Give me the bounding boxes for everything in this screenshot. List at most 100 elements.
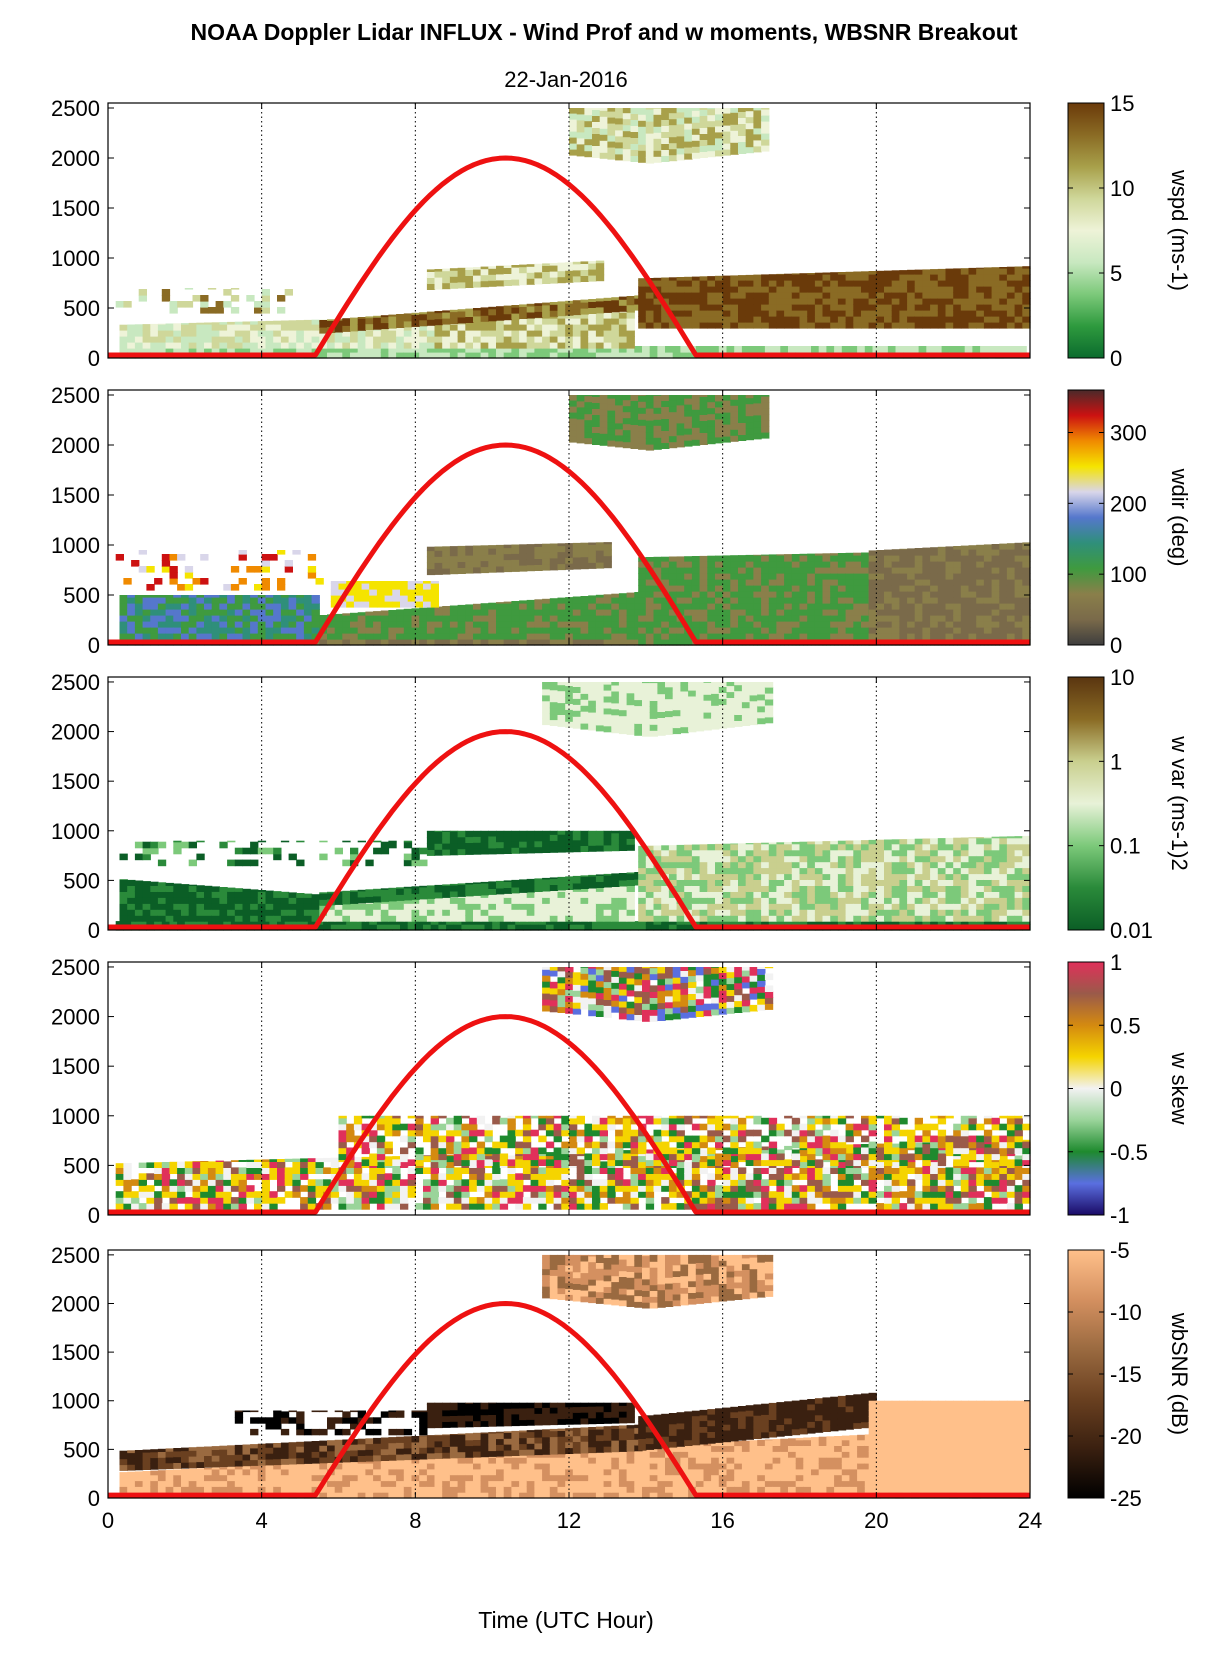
heatmap-cell — [296, 615, 304, 622]
heatmap-cell — [604, 897, 612, 904]
heatmap-cell — [730, 844, 738, 845]
heatmap-cell — [807, 274, 815, 281]
heatmap-cell — [961, 850, 969, 857]
heatmap-cell — [550, 544, 558, 547]
heatmap-cell — [166, 609, 174, 616]
heatmap-cell — [738, 123, 746, 130]
heatmap-cell — [342, 909, 350, 916]
heatmap-cell — [638, 885, 646, 892]
heatmap-cell — [1022, 280, 1030, 287]
heatmap-cell — [915, 909, 923, 916]
heatmap-cell — [266, 603, 274, 610]
heatmap-cell — [861, 879, 869, 886]
heatmap-cell — [846, 573, 854, 580]
heatmap-cell — [815, 561, 823, 568]
heatmap-cell — [884, 879, 892, 886]
heatmap-cell — [496, 909, 504, 916]
heatmap-cell — [385, 601, 393, 608]
heatmap-cell — [166, 330, 174, 337]
heatmap-cell — [753, 850, 761, 857]
heatmap-cell — [846, 862, 854, 869]
heatmap-cell — [511, 559, 519, 566]
heatmap-cell — [907, 633, 915, 640]
heatmap-cell — [723, 903, 731, 910]
heatmap-cell — [481, 882, 489, 884]
heatmap-cell — [473, 269, 481, 276]
heatmap-cell — [573, 883, 581, 890]
heatmap-cell — [876, 844, 884, 851]
heatmap-cell — [969, 615, 977, 622]
heatmap-cell — [661, 280, 669, 287]
heatmap-cell — [761, 844, 769, 851]
heatmap-cell — [158, 609, 166, 616]
heatmap-cell — [173, 615, 181, 622]
heatmap-cell — [135, 621, 143, 628]
heatmap-cell — [396, 888, 404, 895]
heatmap-cell — [830, 885, 838, 892]
heatmap-cell — [569, 436, 577, 443]
heatmap-cell — [776, 621, 784, 628]
heatmap-cell — [204, 609, 212, 616]
heatmap-cell — [738, 398, 746, 405]
heatmap-cell — [715, 425, 723, 432]
heatmap-cell — [596, 336, 604, 343]
heatmap-cell — [707, 903, 715, 910]
heatmap-cell — [876, 603, 884, 610]
heatmap-cell — [558, 915, 566, 922]
heatmap-cell — [922, 585, 930, 592]
heatmap-cell — [481, 336, 489, 343]
heatmap-cell — [435, 892, 443, 899]
heatmap-cell — [481, 903, 489, 910]
heatmap-cell — [753, 591, 761, 598]
heatmap-cell — [861, 609, 869, 616]
heatmap-cell — [415, 583, 423, 590]
heatmap-cell — [435, 903, 443, 910]
heatmap-cell — [273, 627, 281, 634]
heatmap-cell — [677, 124, 685, 131]
heatmap-cell — [542, 552, 550, 559]
heatmap-cell — [584, 432, 592, 439]
heatmap-cell — [930, 627, 938, 634]
heatmap-cell — [784, 316, 792, 323]
heatmap-cell — [227, 891, 235, 898]
heatmap-cell — [181, 342, 189, 349]
heatmap-cell — [435, 319, 443, 326]
heatmap-cell — [861, 844, 869, 851]
heatmap-cell — [684, 597, 692, 604]
heatmap-cell — [677, 405, 685, 412]
heatmap-cell — [558, 310, 566, 317]
heatmap-cell — [753, 862, 761, 869]
heatmap-cell — [677, 885, 685, 892]
heatmap-cell — [584, 115, 592, 122]
heatmap-cell — [450, 615, 458, 622]
heatmap-cell — [707, 139, 715, 146]
heatmap-cell — [800, 298, 808, 305]
heatmap-cell — [127, 627, 135, 634]
heatmap-cell — [800, 842, 808, 845]
heatmap-cell — [404, 903, 412, 910]
heatmap-cell — [212, 615, 220, 622]
heatmap-cell — [600, 427, 608, 434]
heatmap-cell — [266, 324, 274, 331]
heatmap-cell — [219, 897, 227, 904]
heatmap-cell — [488, 888, 496, 895]
heatmap-cell — [266, 597, 274, 604]
heatmap-cell — [792, 322, 800, 329]
heatmap-cell — [254, 584, 262, 591]
heatmap-cell — [120, 597, 128, 604]
heatmap-cell — [381, 330, 389, 337]
heatmap-cell — [788, 346, 796, 353]
heatmap-cell — [769, 627, 777, 634]
heatmap-cell — [312, 609, 320, 616]
heatmap-cell — [611, 318, 619, 325]
heatmap-cell — [304, 597, 312, 604]
heatmap-cell — [1022, 298, 1030, 305]
heatmap-cell — [312, 903, 320, 910]
heatmap-cell — [869, 885, 877, 892]
heatmap-cell — [677, 310, 685, 317]
heatmap-cell — [588, 621, 596, 628]
heatmap-cell — [961, 274, 969, 281]
heatmap-cell — [381, 615, 389, 622]
heatmap-cell — [235, 888, 243, 892]
heatmap-cell — [723, 406, 731, 413]
